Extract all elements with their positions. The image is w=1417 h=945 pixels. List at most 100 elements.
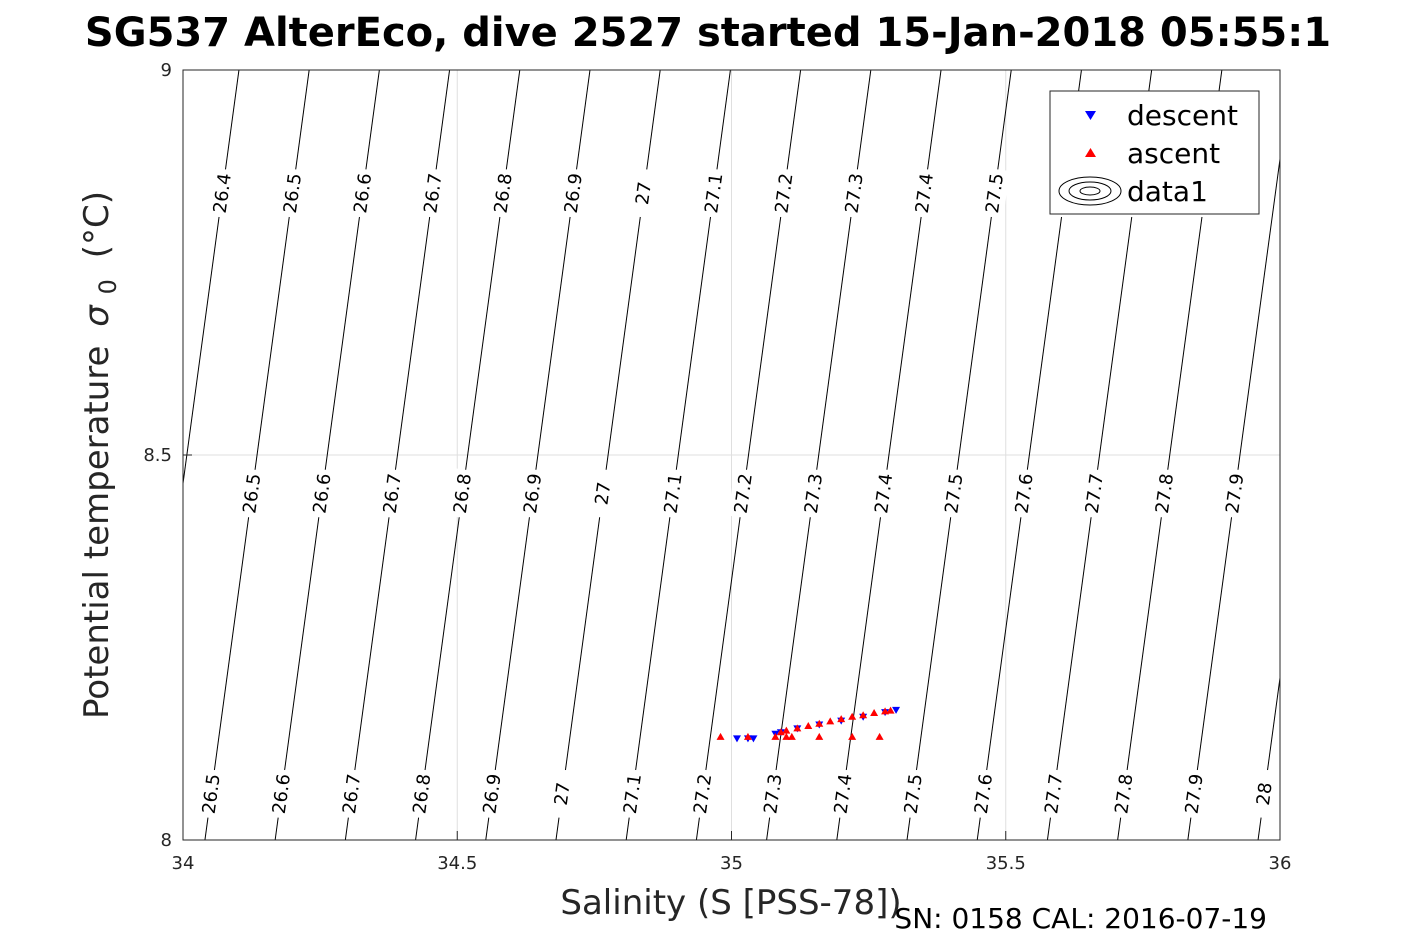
ascent-point [804, 722, 813, 730]
contour-label: 26.6 [347, 167, 378, 219]
ascent-point [837, 715, 846, 723]
contour-label: 26.7 [336, 768, 367, 820]
contour-label: 27.5 [979, 167, 1010, 219]
legend-ascent-marker [1085, 148, 1096, 157]
contour-label: 26.5 [196, 768, 227, 820]
contour-label: 27.1 [617, 768, 648, 820]
contour-label: 27.2 [687, 768, 718, 820]
legend-ascent-label: ascent [1127, 137, 1220, 170]
ascent-point [859, 711, 868, 719]
contour-label: 27.3 [757, 768, 788, 820]
ascent-point [875, 732, 884, 740]
legend-data1-label: data1 [1127, 175, 1208, 208]
ascent-point [743, 732, 752, 740]
contour-label: 27.3 [798, 468, 829, 519]
contour-label: 27.2 [768, 167, 800, 219]
x-tick-label: 36 [1269, 853, 1292, 874]
contour-label: 26.7 [377, 468, 408, 519]
contour-label: 27 [628, 167, 659, 219]
contour-label-text: 28 [1253, 781, 1277, 807]
contour-label: 27.7 [1079, 468, 1110, 519]
contour-label-text: 27 [551, 781, 575, 807]
contour-label: 26.8 [487, 167, 519, 219]
contour-line [1257, 674, 1280, 840]
legend-descent-label: descent [1127, 99, 1238, 132]
contour-label: 27.4 [909, 167, 940, 219]
density-contours: 26.4 26.5 26.6 26.7 26.8 26.9 27 27.1 27.2 27.3 27… [183, 70, 1417, 840]
contour-line [1328, 70, 1417, 840]
contour-label: 26.6 [266, 768, 297, 820]
y-axis-label-subscript: 0 [94, 279, 122, 294]
legend-box [1049, 90, 1260, 215]
contour-label: 26.9 [558, 167, 589, 219]
contour-line [1187, 155, 1280, 840]
axis-ticks: 34 34.5 35 35.5 36 8 8.5 9 [143, 60, 1291, 874]
ascent-point [782, 726, 791, 734]
contour-label: 27 [547, 768, 578, 820]
contour-label-text: 27 [591, 481, 615, 507]
calibration-footer: SN: 0158 CAL: 2016-07-19 [894, 902, 1267, 935]
contour-label: 27.7 [1038, 768, 1069, 820]
contour-label: 27.8 [1149, 468, 1180, 519]
ascent-point [787, 732, 796, 740]
contour-label: 26.5 [236, 468, 267, 519]
ascent-point [881, 707, 890, 715]
ascent-point [815, 719, 824, 727]
contour-label: 27.5 [898, 768, 929, 820]
y-axis-label-unit: (°C) [77, 191, 117, 258]
descent-point [749, 735, 758, 743]
ascent-point [886, 706, 895, 714]
x-axis-label: Salinity (S [PSS-78]) [560, 883, 901, 923]
contour-label: 26.8 [447, 468, 478, 519]
x-tick-label: 35.5 [986, 853, 1026, 874]
legend: descent ascent data1 [1049, 90, 1260, 215]
contour-label-text: 27 [632, 181, 656, 207]
y-axis-label: Potential temperature σ 0 (°C) [77, 191, 125, 719]
contour-label: 26.7 [417, 167, 449, 219]
x-tick-label: 34.5 [437, 853, 477, 874]
ascent-point [848, 712, 857, 720]
x-tick-label: 35 [720, 853, 743, 874]
contour-label: 27.9 [1178, 768, 1210, 820]
contour-label: 27.1 [657, 468, 689, 519]
contour-label: 26.9 [476, 768, 508, 820]
data-series [716, 706, 901, 743]
contour-label: 27.9 [1219, 468, 1250, 519]
contour-label: 27.2 [728, 468, 759, 519]
ascent-point [793, 724, 802, 732]
contour-label: 27 [587, 468, 618, 519]
ascent-point [716, 732, 725, 740]
legend-descent-marker [1085, 111, 1096, 120]
contour-label: 26.8 [406, 768, 437, 820]
descent-point [732, 735, 741, 743]
contour-label: 27.6 [1009, 468, 1040, 519]
ascent-point [826, 717, 835, 725]
x-tick-label: 34 [172, 853, 195, 874]
contour-label: 27.3 [839, 167, 870, 219]
contour-label: 27.4 [868, 468, 899, 519]
y-tick-label: 9 [161, 60, 172, 81]
ascent-point [848, 732, 857, 740]
y-axis-label-text: Potential temperature [77, 346, 117, 719]
y-axis-label-group: Potential temperature σ 0 (°C) [77, 191, 125, 719]
y-axis-label-symbol: σ [77, 304, 117, 327]
contour-label: 27.6 [968, 768, 999, 820]
contour-label: 27.8 [1108, 768, 1140, 820]
ascent-point [815, 732, 824, 740]
contour-label: 26.5 [277, 167, 308, 219]
contour-label: 27.1 [698, 167, 729, 219]
contour-label: 26.4 [207, 167, 238, 219]
contour-label: 28 [1249, 768, 1280, 820]
contour-label: 26.6 [306, 468, 338, 519]
y-tick-label: 8.5 [143, 445, 172, 466]
contour-label: 27.4 [827, 768, 859, 820]
ascent-point [782, 732, 791, 740]
legend-contour-icon [1058, 176, 1122, 206]
chart-title: SG537 AlterEco, dive 2527 started 15-Jan… [85, 10, 1331, 56]
ascent-point [870, 708, 879, 716]
contour-label: 26.9 [517, 468, 548, 519]
contour-line [1398, 70, 1417, 840]
y-tick-label: 8 [161, 830, 172, 851]
contour-label: 27.5 [938, 468, 970, 519]
